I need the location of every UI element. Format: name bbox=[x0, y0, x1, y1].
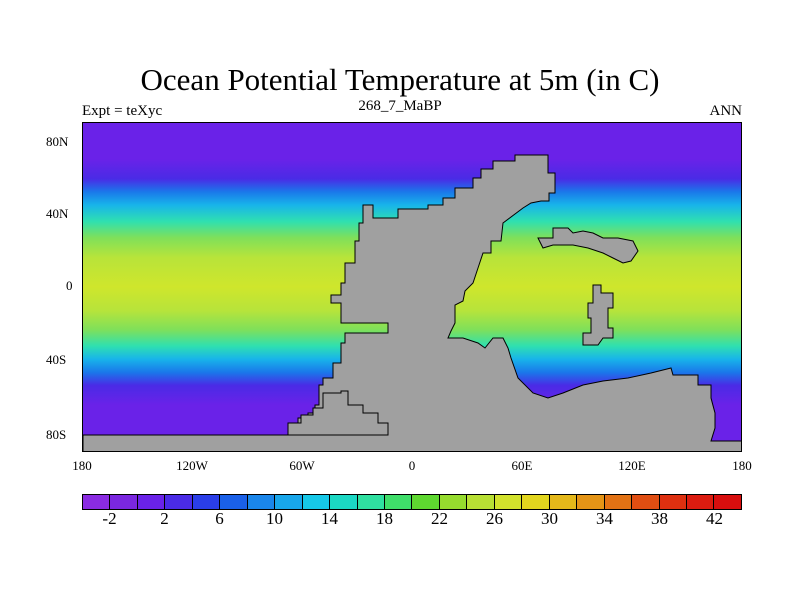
colorbar-labels: -2 2 6 10 14 18 22 26 30 34 38 42 bbox=[82, 509, 742, 533]
colorbar-swatch bbox=[220, 495, 248, 509]
colorbar-swatch bbox=[494, 495, 523, 509]
landmass-main bbox=[83, 154, 741, 451]
experiment-label: Expt = teXyc bbox=[82, 103, 163, 119]
colorbar-label: 14 bbox=[321, 509, 338, 528]
colorbar-label: 42 bbox=[706, 509, 723, 528]
landmass-east-island bbox=[582, 284, 614, 346]
colorbar-swatch bbox=[83, 495, 111, 509]
colorbar-label: 6 bbox=[215, 509, 224, 528]
colorbar-label: 18 bbox=[376, 509, 393, 528]
colorbar-swatch bbox=[439, 495, 468, 509]
colorbar-label: 10 bbox=[266, 509, 283, 528]
colorbar-swatch bbox=[549, 495, 578, 509]
land-mask bbox=[83, 154, 741, 451]
colorbar-swatch bbox=[577, 495, 605, 509]
colorbar-label: 2 bbox=[160, 509, 169, 528]
colorbar-swatch bbox=[467, 495, 495, 509]
colorbar-swatch bbox=[165, 495, 193, 509]
colorbar-swatch bbox=[110, 495, 138, 509]
x-tick-60e: 60E bbox=[511, 458, 533, 473]
colorbar-swatch bbox=[384, 495, 413, 509]
colorbar-swatch bbox=[659, 495, 687, 509]
period-label: 268_7_MaBP bbox=[358, 98, 442, 114]
colorbar-swatch bbox=[192, 495, 221, 509]
colorbar-swatch bbox=[604, 495, 633, 509]
colorbar-swatch bbox=[522, 495, 550, 509]
colorbar-swatch bbox=[412, 495, 440, 509]
colorbar-swatch bbox=[632, 495, 660, 509]
y-tick-40s: 40S bbox=[46, 352, 67, 367]
x-tick-180e: 180 bbox=[732, 458, 752, 473]
x-tick-120w: 120W bbox=[176, 458, 208, 473]
colorbar-swatch bbox=[330, 495, 358, 509]
colorbar-swatch bbox=[302, 495, 331, 509]
colorbar-swatch bbox=[247, 495, 276, 509]
y-tick-80n: 80N bbox=[46, 134, 69, 149]
landmass-south-coast bbox=[287, 390, 389, 436]
colorbar-label: 22 bbox=[431, 509, 448, 528]
colorbar-swatch bbox=[357, 495, 385, 509]
y-tick-0: 0 bbox=[66, 278, 73, 293]
temperature-map bbox=[82, 122, 742, 452]
x-tick-60w: 60W bbox=[289, 458, 315, 473]
map-title: Ocean Potential Temperature at 5m (in C) bbox=[140, 62, 660, 97]
x-tick-120e: 120E bbox=[618, 458, 646, 473]
colorbar-label: -2 bbox=[102, 509, 117, 528]
colorbar-swatch bbox=[714, 495, 741, 509]
season-label: ANN bbox=[709, 103, 743, 119]
landmass-northeast-spur bbox=[537, 227, 639, 264]
colorbar-swatch bbox=[137, 495, 166, 509]
y-tick-80s: 80S bbox=[46, 427, 67, 442]
colorbar-swatch bbox=[275, 495, 303, 509]
colorbar-swatch bbox=[686, 495, 715, 509]
colorbar-label: 38 bbox=[651, 509, 668, 528]
y-tick-40n: 40N bbox=[46, 206, 69, 221]
colorbar bbox=[82, 494, 742, 510]
colorbar-label: 30 bbox=[541, 509, 558, 528]
colorbar-label: 34 bbox=[596, 509, 613, 528]
x-tick-180w: 180 bbox=[72, 458, 92, 473]
colorbar-label: 26 bbox=[486, 509, 503, 528]
x-tick-0: 0 bbox=[408, 458, 416, 473]
